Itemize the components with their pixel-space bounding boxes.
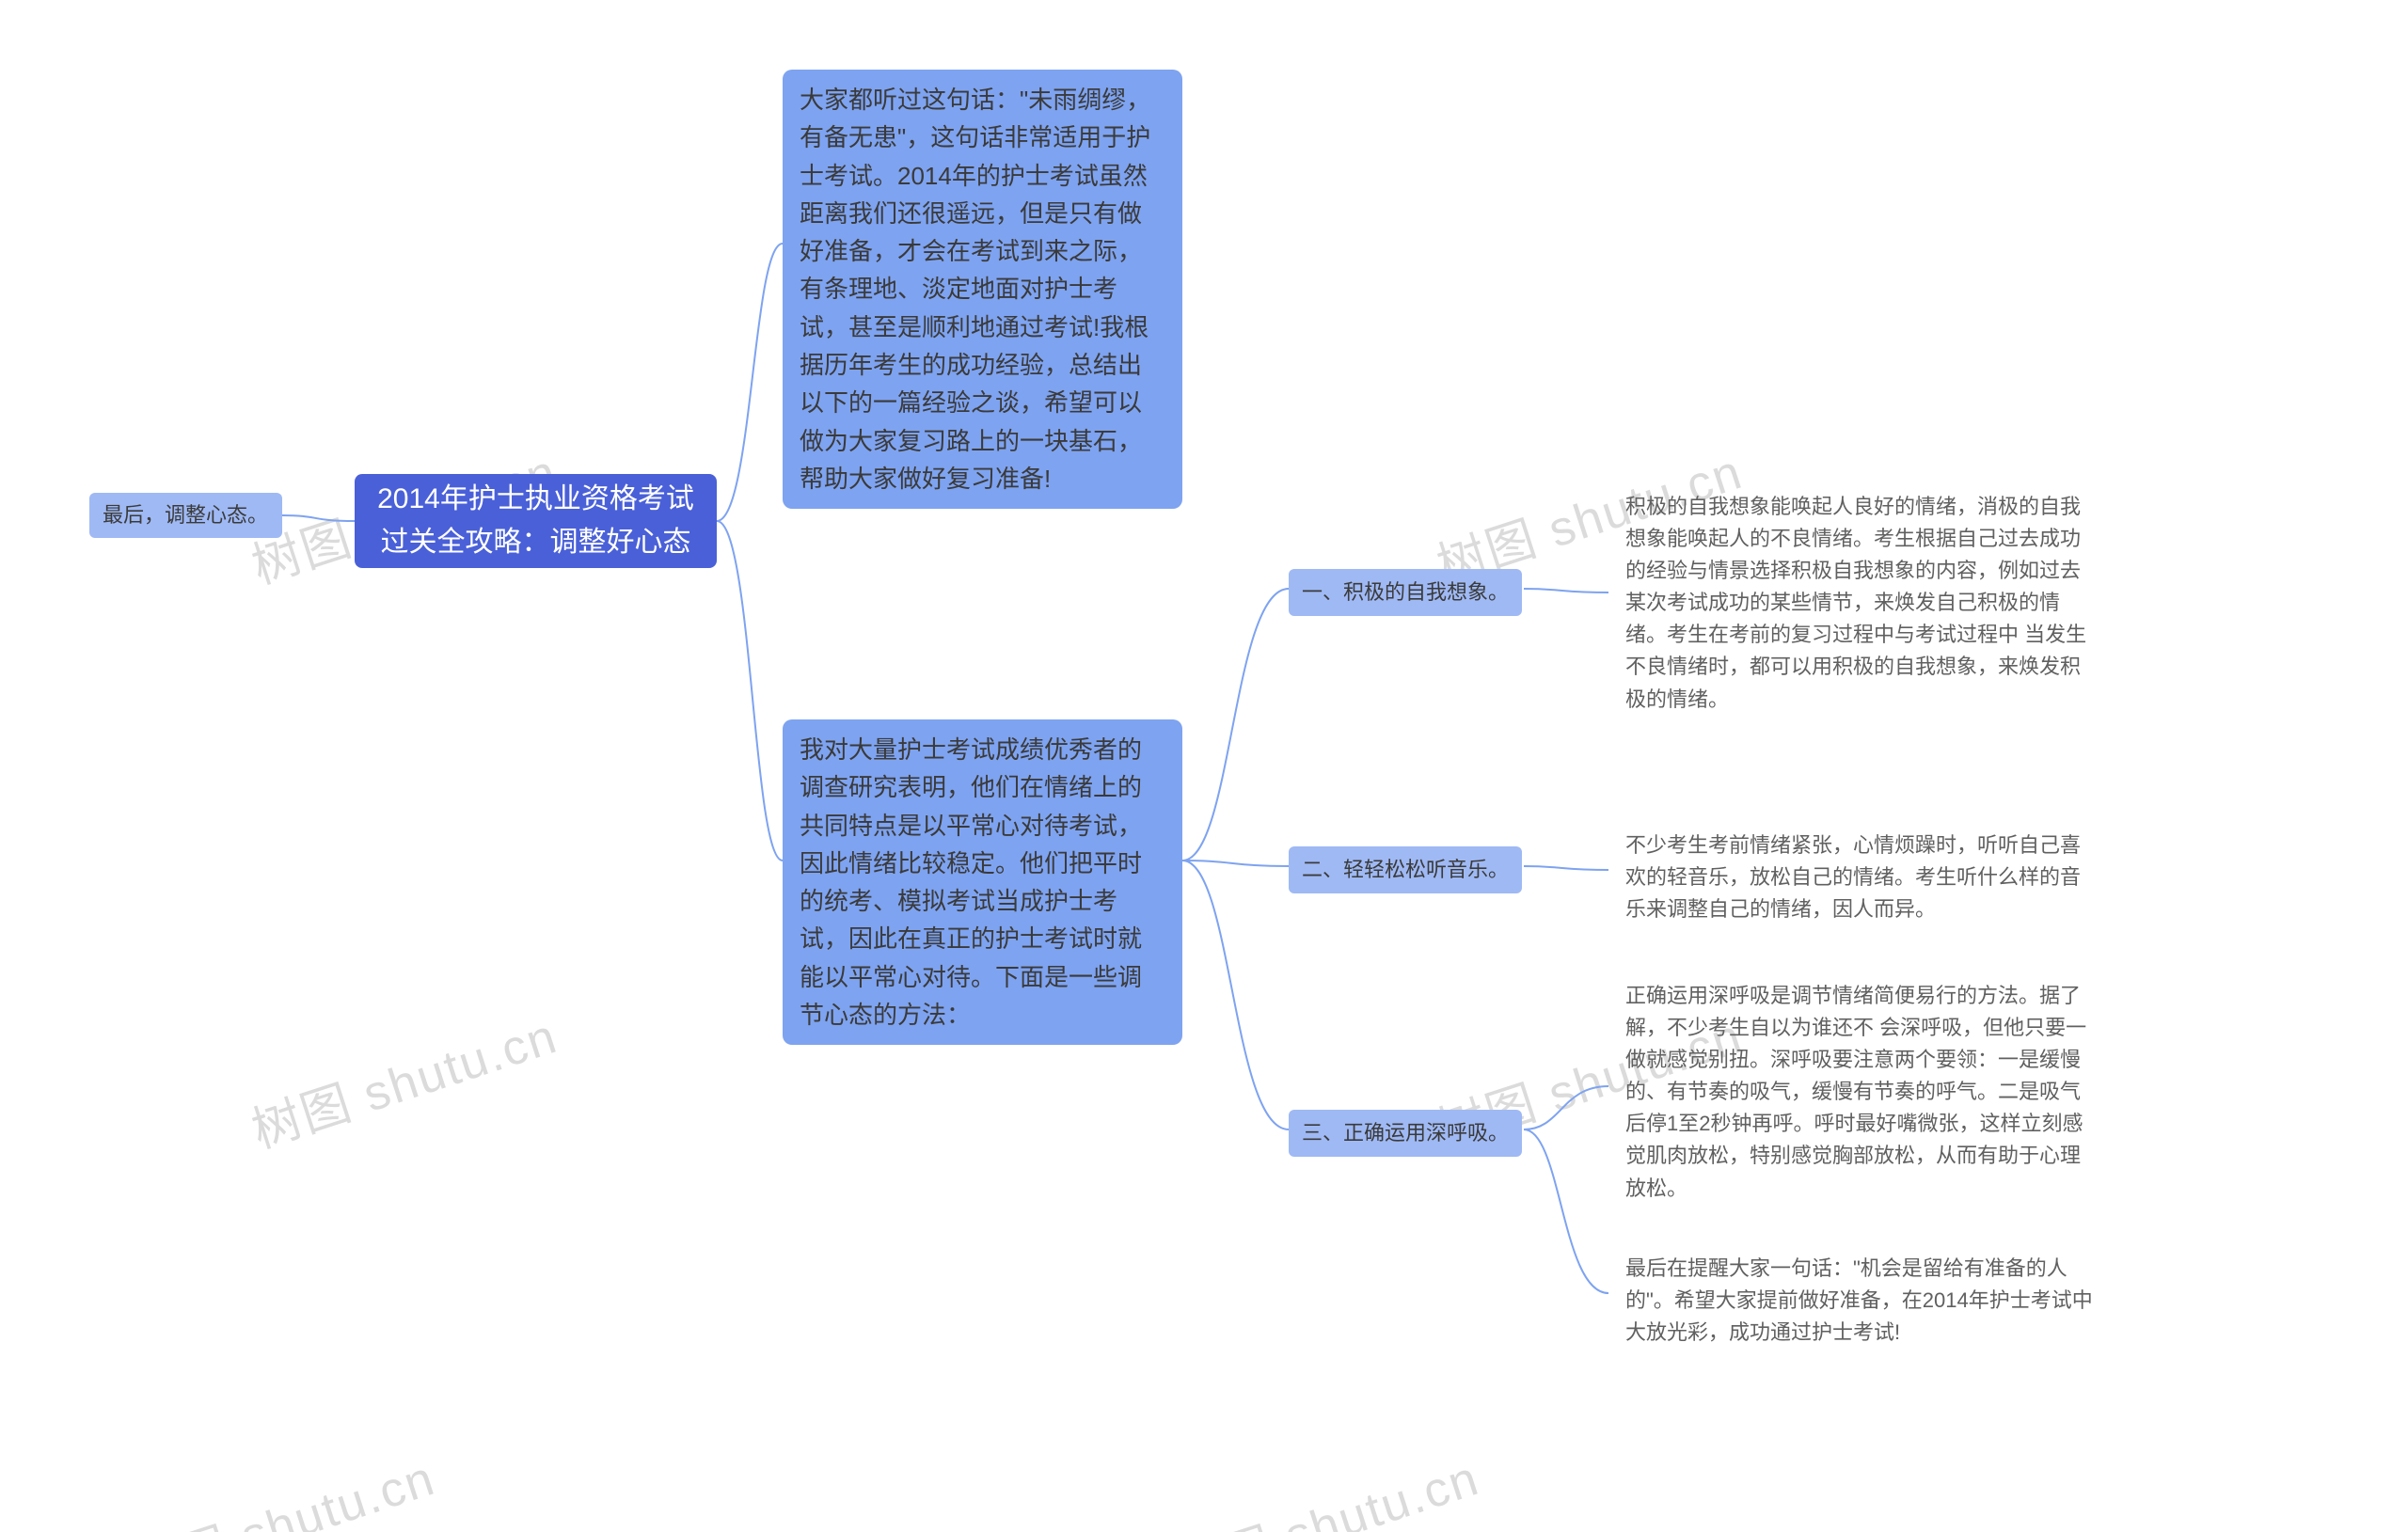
connector-edge — [717, 521, 783, 861]
branch-intro-text: 大家都听过这句话："未雨绸缪，有备无患"，这句话非常适用于护士考试。2014年的… — [800, 81, 1165, 498]
connector-edge — [282, 515, 355, 521]
method-item-3[interactable]: 三、正确运用深呼吸。 — [1289, 1110, 1522, 1157]
method-item-3-detail-b: 最后在提醒大家一句话："机会是留给有准备的人的"。希望大家提前做好准备，在201… — [1608, 1241, 2116, 1360]
connector-edge — [1182, 589, 1289, 861]
connector-edge — [1524, 866, 1608, 870]
watermark: 树图 shutu.cn — [242, 997, 565, 1161]
branch-intro[interactable]: 大家都听过这句话："未雨绸缪，有备无患"，这句话非常适用于护士考试。2014年的… — [783, 70, 1182, 509]
branch-methods[interactable]: 我对大量护士考试成绩优秀者的调查研究表明，他们在情绪上的共同特点是以平常心对待考… — [783, 719, 1182, 1045]
method-item-2-label: 二、轻轻松松听音乐。 — [1302, 854, 1509, 886]
connector-edge — [1182, 861, 1289, 866]
root-title-line1: 2014年护士执业资格考试 — [377, 478, 694, 522]
method-item-1-detail: 积极的自我想象能唤起人良好的情绪，消极的自我想象能唤起人的不良情绪。考生根据自己… — [1608, 480, 2116, 727]
branch-methods-text: 我对大量护士考试成绩优秀者的调查研究表明，他们在情绪上的共同特点是以平常心对待考… — [800, 731, 1165, 1034]
root-title-line2: 过关全攻略：调整好心态 — [381, 521, 691, 565]
connector-edge — [1524, 1129, 1608, 1293]
left-branch[interactable]: 最后，调整心态。 — [89, 493, 282, 538]
watermark: 树图 shutu.cn — [1164, 1439, 1487, 1532]
method-item-2[interactable]: 二、轻轻松松听音乐。 — [1289, 846, 1522, 893]
connector-edge — [717, 244, 783, 521]
method-item-3-label: 三、正确运用深呼吸。 — [1302, 1117, 1509, 1149]
connector-edge — [1524, 1086, 1608, 1129]
method-item-2-detail: 不少考生考前情绪紧张，心情烦躁时，听听自己喜欢的轻音乐，放松自己的情绪。考生听什… — [1608, 818, 2116, 937]
left-branch-text: 最后，调整心态。 — [103, 499, 268, 531]
connector-edge — [1524, 589, 1608, 592]
method-item-3-detail-a: 正确运用深呼吸是调节情绪简便易行的方法。据了解，不少考生自以为谁还不 会深呼吸，… — [1608, 969, 2116, 1216]
method-item-1-label: 一、积极的自我想象。 — [1302, 576, 1509, 608]
root-node[interactable]: 2014年护士执业资格考试 过关全攻略：调整好心态 — [355, 474, 717, 568]
connector-edge — [1182, 861, 1289, 1129]
method-item-1[interactable]: 一、积极的自我想象。 — [1289, 569, 1522, 616]
watermark: 树图 shutu.cn — [119, 1439, 443, 1532]
